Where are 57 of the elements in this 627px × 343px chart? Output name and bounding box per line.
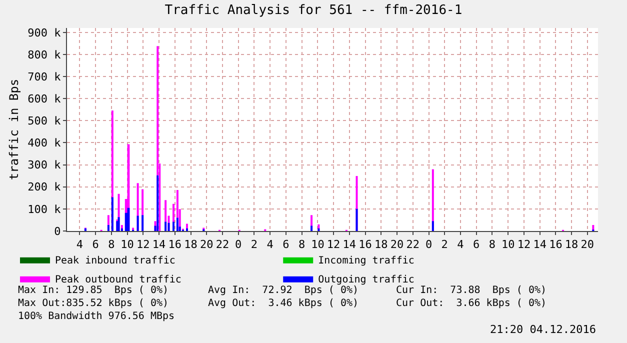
x-tick-label: 2 [250, 238, 258, 252]
x-tick-label: 16 [549, 238, 562, 252]
x-tick-label: 4 [457, 238, 464, 252]
x-tick-label: 10 [120, 238, 134, 252]
x-tick-label: 8 [108, 238, 115, 252]
y-tick-label: 100 k [28, 202, 62, 216]
x-tick-label: 12 [326, 238, 340, 252]
y-axis-title: traffic in Bps [6, 78, 21, 180]
x-tick-label: 14 [342, 238, 356, 252]
x-tick-label: 14 [533, 238, 547, 252]
x-tick-label: 8 [488, 238, 496, 252]
x-tick-label: 0 [235, 238, 242, 252]
y-tick-label: 700 k [28, 70, 62, 84]
y-tick-label: 500 k [28, 114, 62, 128]
y-tick-label: 200 k [28, 180, 62, 194]
x-tick-label: 4 [266, 238, 274, 252]
x-tick-label: 12 [517, 238, 531, 252]
x-tick-label: 10 [501, 238, 515, 252]
x-tick-label: 16 [358, 238, 372, 252]
x-tick-label: 20 [390, 238, 404, 252]
x-tick-label: 4 [76, 238, 84, 252]
text: Avg Out: 3.46 kBps ( 0%) [208, 298, 359, 309]
x-tick-label: 8 [298, 238, 306, 252]
x-tick-label: 10 [311, 238, 324, 252]
text: Cur In: 73.88 Bps ( 0%) [396, 285, 547, 296]
x-tick-label: 14 [152, 238, 166, 252]
chart-title: Traffic Analysis for 561 -- ffm-2016-1 [164, 3, 462, 18]
legend-label: Outgoing traffic [318, 274, 414, 286]
y-tick-label: 600 k [28, 92, 62, 106]
text: 21:20 04.12.2016 [490, 323, 596, 336]
text: Cur Out: 3.66 kBps ( 0%) [396, 298, 547, 309]
x-tick-label: 20 [200, 238, 214, 252]
text: Max Out:835.52 kBps ( 0%) [18, 298, 169, 309]
x-tick-label: 18 [374, 238, 388, 252]
x-tick-label: 2 [441, 238, 448, 252]
x-tick-label: 12 [136, 238, 150, 252]
text: 100% Bandwidth 976.56 MBps [18, 311, 175, 322]
legend-label: Peak inbound traffic [55, 255, 176, 266]
y-tick-label: 800 k [28, 48, 62, 62]
legend-label: Incoming traffic [318, 255, 414, 266]
x-tick-label: 18 [184, 238, 198, 252]
x-tick-label: 6 [282, 238, 290, 252]
legend-label: Peak outbound traffic [55, 274, 182, 286]
y-tick-label: 300 k [28, 158, 62, 172]
x-tick-label: 20 [580, 238, 594, 252]
x-tick-label: 0 [425, 238, 432, 252]
y-tick-label: 0 [54, 224, 61, 238]
x-tick-label: 6 [92, 238, 99, 252]
text: Max In: 129.85 Bps ( 0%) [18, 285, 169, 296]
y-tick-label: 900 k [28, 26, 62, 40]
x-tick-label: 18 [564, 238, 578, 252]
y-tick-label: 400 k [28, 136, 62, 150]
x-tick-label: 22 [216, 238, 230, 252]
x-tick-label: 22 [406, 238, 420, 252]
text: Avg In: 72.92 Bps ( 0%) [208, 285, 359, 296]
x-tick-label: 16 [168, 238, 182, 252]
x-tick-label: 6 [473, 238, 480, 252]
